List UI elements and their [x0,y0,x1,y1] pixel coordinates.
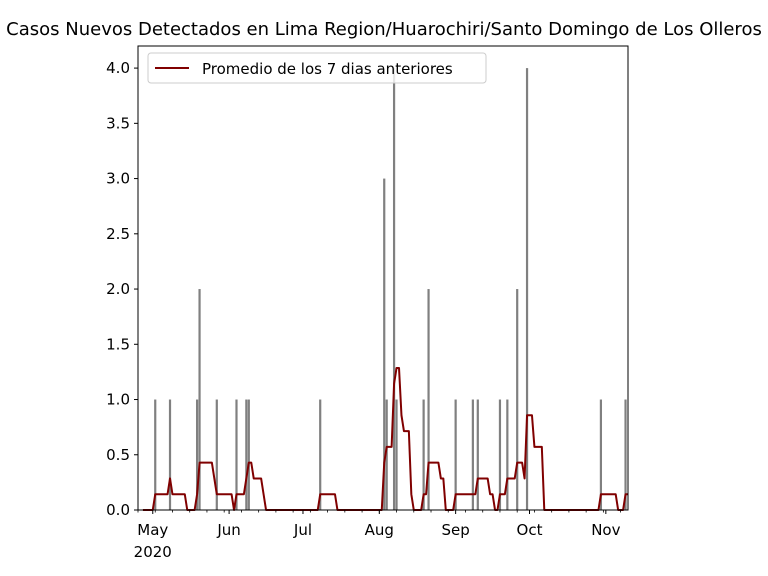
bar-18 [498,399,502,510]
bar-6 [245,399,248,510]
bar-21 [525,68,529,510]
y-tick-label-4: 2.0 [106,280,130,298]
y-axis: 0.0 0.5 1.0 1.5 2.0 2.5 3.0 3.5 4.0 [106,59,138,519]
bar-3 [198,289,201,510]
x-tick-label-1: Jun [216,521,240,539]
y-tick-label-1: 0.5 [106,446,130,464]
y-tick-label-5: 2.5 [106,225,130,243]
x-tick-sublabel-0: 2020 [134,543,172,561]
x-tick-label-6: Nov [591,521,620,539]
chart-title: Casos Nuevos Detectados en Lima Region/H… [6,19,762,40]
x-tick-label-5: Oct [517,521,543,539]
bar-22 [599,399,603,510]
bar-16 [471,399,474,510]
bar-2 [195,399,199,510]
bar-8 [319,399,322,510]
bar-14 [427,289,430,510]
y-tick-label-6: 3.0 [106,170,130,188]
bars-layer [154,68,627,511]
bar-9 [383,178,386,511]
bar-13 [422,399,425,510]
bar-4 [215,399,218,510]
bar-19 [506,399,509,510]
bar-5 [235,399,238,510]
x-tick-label-4: Sep [441,521,469,539]
legend: Promedio de los 7 dias anteriores [147,52,487,84]
y-tick-label-7: 3.5 [106,114,130,132]
bar-12 [395,399,398,510]
y-tick-label-3: 1.5 [106,335,130,353]
bar-0 [154,399,157,510]
bar-10 [385,399,388,510]
bar-1 [168,399,172,510]
bar-23 [624,399,627,510]
y-tick-label-8: 4.0 [106,59,130,77]
bar-20 [516,289,519,510]
x-tick-label-3: Aug [365,521,394,539]
bar-15 [454,399,457,510]
bar-11 [392,68,396,510]
x-tick-label-0: May [137,521,168,539]
bar-7 [247,399,250,510]
plot-frame [137,45,629,511]
x-axis: May 2020 Jun Jul Aug Sep Oct Nov [134,510,622,561]
y-tick-label-0: 0.0 [106,501,130,519]
x-tick-label-2: Jul [293,521,312,539]
bar-17 [476,399,479,510]
legend-entry-label: Promedio de los 7 dias anteriores [202,60,453,78]
y-tick-label-2: 1.0 [106,391,130,409]
legend-box [147,52,487,84]
